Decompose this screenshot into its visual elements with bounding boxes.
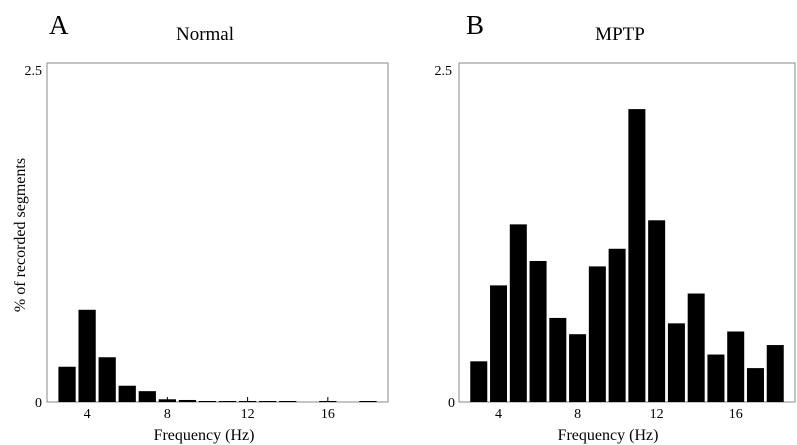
bar xyxy=(667,323,685,402)
x-axis-label: Frequency (Hz) xyxy=(154,427,255,444)
plot-frame xyxy=(458,62,796,403)
x-ticks: 4 8 12 16 xyxy=(495,397,743,422)
x-tick-label: 4 xyxy=(495,407,502,422)
bar xyxy=(648,220,666,402)
bar xyxy=(118,385,136,402)
y-tick-zero: 0 xyxy=(448,396,455,411)
y-tick-top: 2.5 xyxy=(25,64,43,79)
bar xyxy=(549,317,567,402)
bar xyxy=(707,354,725,402)
x-tick-label: 16 xyxy=(321,407,335,422)
x-tick-label: 12 xyxy=(241,407,255,422)
bar xyxy=(78,309,96,402)
bar xyxy=(359,401,377,402)
x-tick-label: 8 xyxy=(164,407,171,422)
x-tick-label: 8 xyxy=(574,407,581,422)
bars xyxy=(58,309,377,402)
panel-title: MPTP xyxy=(595,24,645,45)
bar xyxy=(198,401,217,402)
bars xyxy=(470,109,784,402)
panel-letter: A xyxy=(49,10,69,40)
y-tick-zero: 0 xyxy=(35,396,42,411)
bar xyxy=(490,285,508,402)
x-tick-label: 4 xyxy=(84,407,91,422)
bar xyxy=(58,366,76,402)
y-tick-top: 2.5 xyxy=(435,64,453,79)
plot-frame xyxy=(46,62,389,403)
y-axis-label: % of recorded segments xyxy=(12,158,29,312)
panel-letter: B xyxy=(466,10,484,40)
x-ticks: 4 8 12 16 xyxy=(84,397,335,422)
bar xyxy=(569,334,587,402)
bar xyxy=(588,266,606,402)
bar xyxy=(529,260,547,402)
panel-a: A Normal % of recorded segments Frequenc… xyxy=(12,10,389,444)
bar xyxy=(727,331,745,402)
panel-b: B MPTP Frequency (Hz) 2.5 0 4 8 12 16 xyxy=(435,10,796,444)
bar xyxy=(608,248,626,402)
bar xyxy=(746,368,764,402)
bar xyxy=(138,391,156,402)
bar xyxy=(766,345,784,402)
bar xyxy=(687,293,705,402)
bar xyxy=(628,109,646,402)
bar xyxy=(279,401,297,402)
bar xyxy=(98,357,116,402)
bar xyxy=(509,224,527,402)
x-axis-label: Frequency (Hz) xyxy=(558,427,659,444)
bar xyxy=(178,399,197,402)
panel-title: Normal xyxy=(176,24,234,45)
bar xyxy=(470,361,488,402)
x-tick-label: 12 xyxy=(650,407,664,422)
bar xyxy=(259,401,277,402)
bar xyxy=(218,401,237,402)
x-tick-label: 16 xyxy=(729,407,743,422)
